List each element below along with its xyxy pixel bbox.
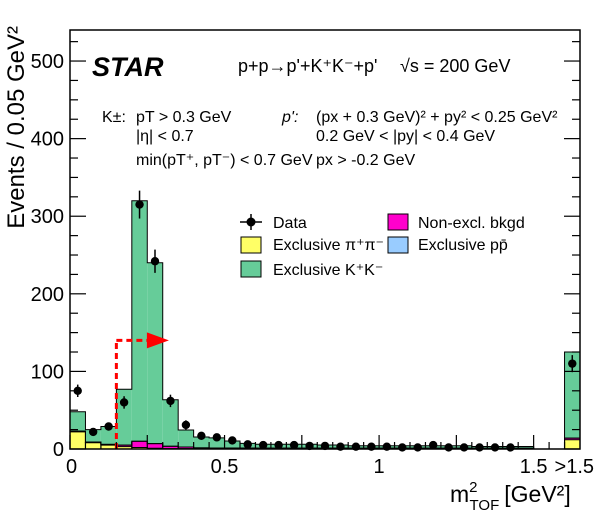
- legend-ppbar-swatch: [387, 236, 409, 254]
- data-point-23: [428, 440, 438, 450]
- star-logo: STAR: [92, 52, 164, 82]
- data-point-13: [274, 440, 283, 450]
- y-tick-label-1: 100: [31, 361, 64, 383]
- legend-ppbar-label: Exclusive pp̄: [418, 237, 508, 254]
- bar-0-0: [70, 431, 86, 449]
- data-point-15: [305, 441, 314, 451]
- data-point-7: [181, 420, 191, 430]
- legend-item-pipi: Exclusive π⁺π⁻: [240, 236, 384, 254]
- bar-0-4: [131, 447, 148, 449]
- legend-pipi-swatch: [240, 236, 262, 254]
- data-point-29: [568, 359, 577, 368]
- proton-cut-2: 0.2 GeV < |py| < 0.4 GeV: [316, 128, 495, 145]
- bar-1-6: [162, 446, 179, 449]
- plot-border: [69, 29, 581, 450]
- legend-item-data: Data: [240, 214, 307, 232]
- kaon-cut-1: pT > 0.3 GeV: [136, 109, 232, 126]
- x-tick-label-1: 0.5: [211, 456, 239, 478]
- data-point-25: [459, 443, 469, 452]
- bar-0-2: [100, 445, 117, 449]
- data-point-9: [212, 433, 222, 442]
- legend: Data Exclusive π⁺π⁻ Exclusive K⁺K⁻ Non-e…: [240, 213, 525, 279]
- data-point-22: [413, 443, 422, 452]
- bar-3-4: [131, 200, 148, 442]
- legend-item-nonexcl: Non-excl. bkgd: [387, 213, 525, 232]
- y-axis-label: Events / 0.05 GeV²: [3, 26, 30, 229]
- kaon-cut-2: |η| < 0.7: [136, 128, 194, 145]
- kaon-cut-3: min(pT⁺, pT⁻) < 0.7 GeV: [136, 152, 313, 169]
- data-point-27: [490, 443, 500, 452]
- data-point-24: [444, 443, 453, 452]
- y-tick-label-0: 0: [53, 439, 64, 461]
- x-tick-label-0: 0: [66, 456, 77, 478]
- x-axis-label: m2 TOF [GeV²]: [450, 479, 571, 514]
- x-axis-label-sup: 2: [469, 479, 477, 496]
- bar-3-0: [70, 411, 86, 432]
- x-axis-label-sub: TOF: [470, 497, 500, 514]
- y-tick-label-5: 500: [31, 51, 64, 73]
- data-point-28: [506, 443, 515, 452]
- cut-marker: [114, 332, 169, 449]
- data-point-3: [119, 398, 129, 407]
- energy-label: √s = 200 GeV: [400, 56, 510, 76]
- legend-kk-label: Exclusive K⁺K⁻: [273, 262, 383, 279]
- data-point-11: [243, 440, 252, 449]
- legend-data-marker: [246, 217, 256, 227]
- axis-ticks: 0 100 200 300 400 500 0 0.5 1 1.5 >1.5: [31, 41, 594, 478]
- bar-0-1: [85, 442, 101, 449]
- bar-0-30: [564, 439, 580, 449]
- proton-cut-1: (px + 0.3 GeV)² + py² < 0.25 GeV²: [316, 109, 558, 126]
- data-point-12: [258, 440, 268, 450]
- proton-cuts-header: p':: [281, 109, 298, 126]
- bar-3-9: [209, 437, 225, 448]
- plot-frame: [69, 29, 581, 450]
- x-axis-label-unit: [GeV²]: [504, 481, 570, 507]
- data-point-1: [88, 427, 98, 437]
- bar-3-2: [100, 426, 117, 445]
- data-point-6: [166, 396, 175, 406]
- data-point-10: [228, 436, 237, 445]
- bar-1-3: [116, 445, 132, 447]
- bar-1-5: [147, 443, 163, 449]
- data-point-8: [197, 431, 206, 441]
- data-point-5: [150, 257, 160, 266]
- bar-3-6: [162, 399, 179, 447]
- kaon-cuts-header: K±:: [102, 109, 126, 126]
- proton-cut-3: px > -0.2 GeV: [316, 152, 415, 169]
- data-point-21: [398, 443, 407, 452]
- bar-3-8: [193, 436, 210, 448]
- y-tick-label-4: 400: [31, 129, 64, 151]
- x-tick-label-4: >1.5: [555, 456, 594, 478]
- bar-3-29: [518, 446, 534, 449]
- reaction-label: p+p→p'+K⁺K⁻+p': [238, 56, 377, 76]
- legend-data-label: Data: [273, 215, 307, 232]
- data-point-14: [289, 440, 299, 450]
- legend-pipi-label: Exclusive π⁺π⁻: [273, 237, 384, 254]
- legend-nonexcl-label: Non-excl. bkgd: [418, 215, 525, 232]
- bar-0-3: [116, 446, 132, 449]
- x-tick-label-3: 1.5: [520, 456, 548, 478]
- bar-3-5: [147, 262, 163, 444]
- data-point-2: [104, 422, 113, 431]
- legend-nonexcl-swatch: [387, 213, 409, 231]
- data-point-4: [135, 200, 144, 209]
- bar-3-30: [564, 352, 580, 439]
- bar-1-4: [131, 441, 148, 448]
- data-point-26: [475, 443, 484, 452]
- x-tick-label-2: 1: [374, 456, 385, 478]
- x-axis-label-base: m: [450, 481, 469, 507]
- data-point-16: [320, 441, 330, 451]
- legend-kk-swatch: [240, 260, 262, 278]
- bar-1-7: [178, 447, 194, 449]
- legend-item-kk: Exclusive K⁺K⁻: [240, 260, 383, 279]
- cut-arrow-head: [146, 332, 169, 349]
- legend-item-ppbar: Exclusive pp̄: [387, 236, 508, 254]
- bar-1-30: [564, 438, 580, 440]
- bar-3-7: [178, 429, 194, 448]
- y-tick-label-2: 200: [31, 284, 64, 306]
- y-tick-label-3: 300: [31, 206, 64, 228]
